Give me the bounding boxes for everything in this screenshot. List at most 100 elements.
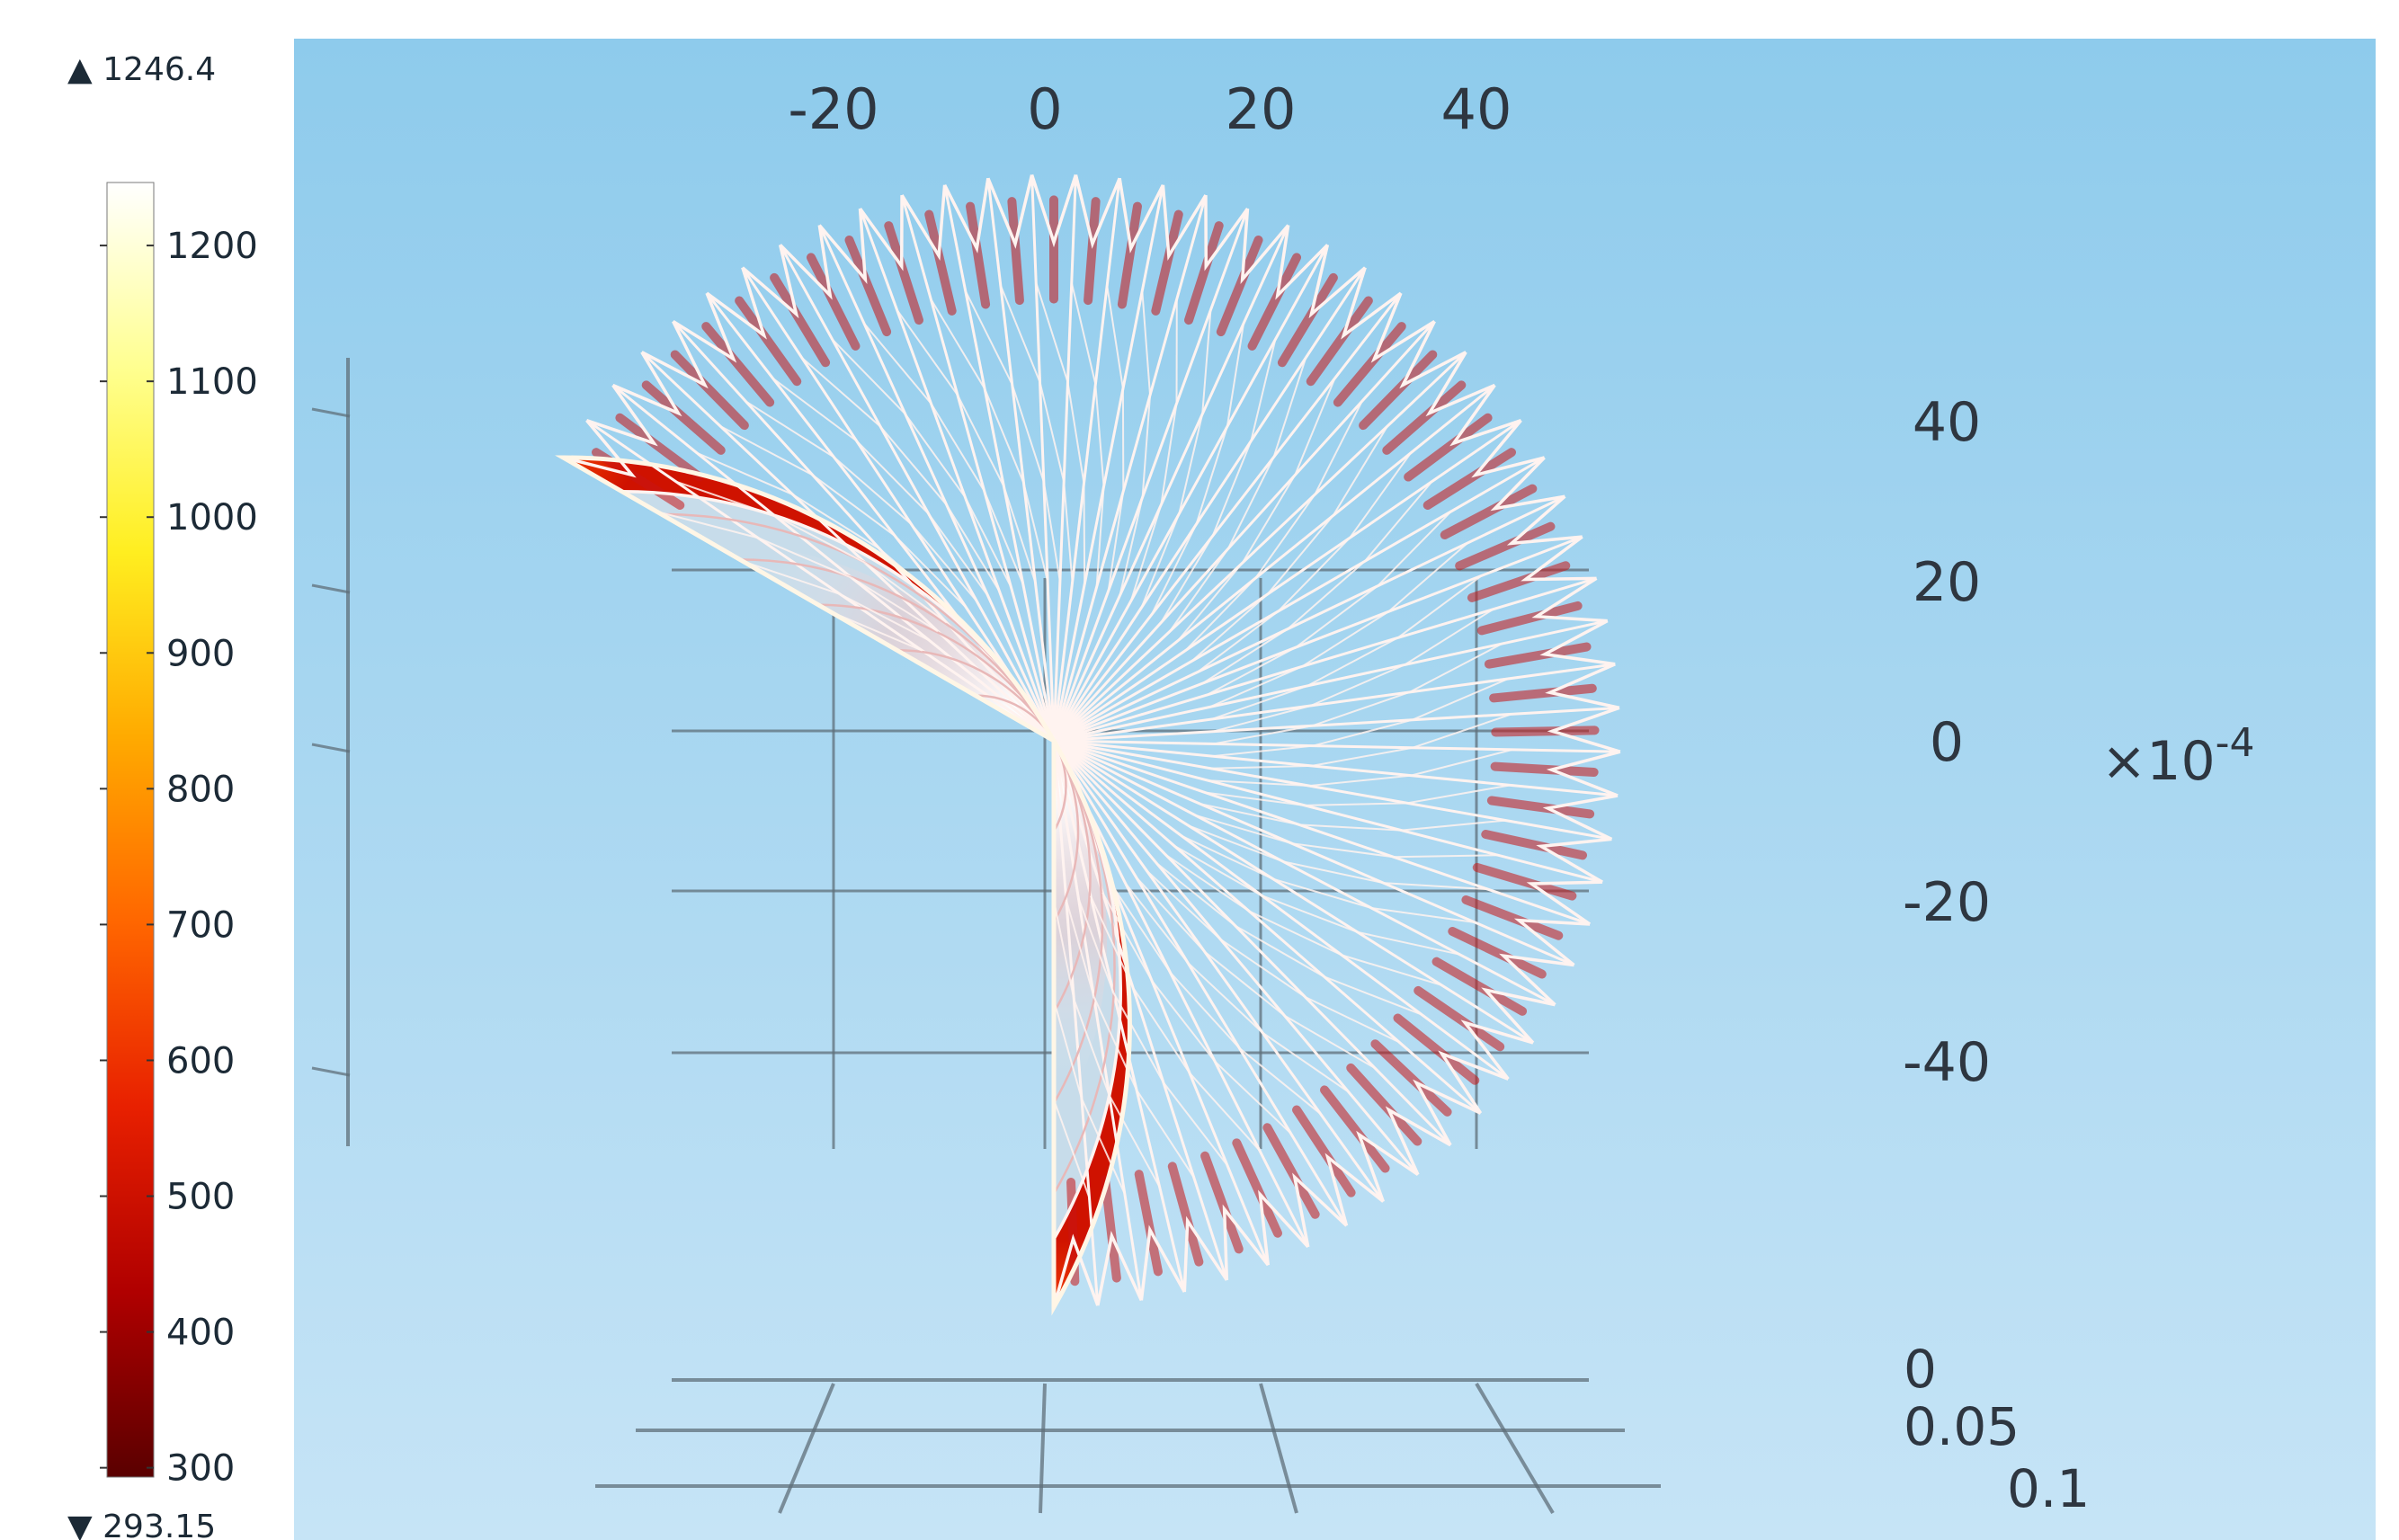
sector-outline bbox=[555, 455, 1132, 1316]
mesh-radial-line bbox=[986, 178, 1056, 742]
mesh-diagonal-line bbox=[1307, 636, 1398, 687]
colorbar-gradient bbox=[106, 182, 155, 1478]
mesh-band-triangle bbox=[1471, 419, 1546, 478]
mesh-element-fill bbox=[1476, 601, 1583, 636]
mesh-radial-line bbox=[1052, 178, 1121, 742]
mesh-diagonal-line bbox=[964, 290, 1013, 385]
mesh-element-fill bbox=[1320, 1085, 1390, 1173]
mesh-diagonal-line bbox=[771, 378, 858, 442]
mesh-diagonal-line bbox=[1261, 895, 1359, 933]
mesh-radial-line bbox=[1053, 739, 1612, 841]
y-tick-label: 0 bbox=[1930, 711, 1964, 774]
mesh-diagonal-line bbox=[656, 511, 759, 539]
mesh-diagonal-line bbox=[1101, 892, 1153, 982]
mesh-element-fill bbox=[1292, 1105, 1356, 1197]
mesh-radial-line bbox=[1053, 576, 1597, 743]
mesh-diagonal-line bbox=[1053, 900, 1075, 1000]
axis-line bbox=[311, 407, 351, 418]
mesh-diagonal-line bbox=[852, 577, 939, 633]
mesh-diagonal-line bbox=[742, 560, 841, 595]
mesh-diagonal-line bbox=[1106, 285, 1124, 389]
mesh-element-fill bbox=[1491, 725, 1600, 737]
mesh-element-fill bbox=[884, 221, 923, 325]
mesh-element-fill bbox=[1084, 197, 1101, 306]
mesh-diagonal-line bbox=[1272, 357, 1307, 458]
mesh-radial-line bbox=[1053, 494, 1566, 743]
mesh-diagonal-line bbox=[1201, 628, 1289, 684]
mesh-element-fill bbox=[1393, 1013, 1480, 1085]
mesh-diagonal-line bbox=[1181, 835, 1274, 880]
mesh-diagonal-line bbox=[1208, 779, 1309, 788]
mesh-diagonal-line bbox=[1188, 824, 1284, 863]
mesh-diagonal-line bbox=[1235, 924, 1325, 978]
mesh-radial-line bbox=[859, 208, 1056, 742]
mesh-diagonal-line bbox=[957, 395, 1005, 487]
mesh-diagonal-line bbox=[1311, 746, 1414, 767]
mesh-band-triangle bbox=[585, 384, 658, 447]
z-tick-labels: 00.050.1 bbox=[1904, 1339, 2090, 1519]
mesh-diagonal-line bbox=[745, 400, 835, 458]
mesh-element-fill bbox=[1346, 1063, 1422, 1146]
y-tick-label: -20 bbox=[1903, 871, 1991, 934]
mesh-diagonal-line bbox=[984, 387, 1025, 485]
mesh-element-fill bbox=[1422, 448, 1516, 510]
mesh-diagonal-line bbox=[964, 496, 1012, 588]
mesh-diagonal-line bbox=[1022, 483, 1049, 582]
mesh-diagonal-line bbox=[1169, 971, 1240, 1049]
z-tick-label: 0.05 bbox=[1904, 1396, 2020, 1457]
mesh-diagonal-line bbox=[1324, 975, 1422, 1016]
mesh-diagonal-line bbox=[1208, 665, 1303, 708]
mesh-diagonal-line bbox=[1308, 774, 1412, 788]
mesh-diagonal-line bbox=[719, 425, 814, 476]
mesh-element-fill bbox=[1484, 642, 1592, 669]
mesh-diagonal-line bbox=[1214, 1060, 1292, 1135]
mesh-diagonal-line bbox=[773, 514, 866, 565]
mesh-diagonal-line bbox=[1073, 999, 1110, 1096]
mesh-band-triangle bbox=[1521, 535, 1597, 582]
mesh-band-triangle bbox=[1370, 292, 1436, 363]
mesh-band-triangle bbox=[640, 320, 709, 389]
y-tick-label: 40 bbox=[1913, 391, 1981, 454]
mesh-element-fill bbox=[1455, 521, 1556, 571]
mesh-diagonal-line bbox=[1132, 986, 1191, 1074]
mesh-radial-line bbox=[1053, 739, 1510, 1081]
mesh-diagonal-line bbox=[1287, 560, 1366, 630]
mesh-diagonal-line bbox=[1411, 748, 1513, 777]
colorbar-tick-label: 700 bbox=[166, 904, 235, 946]
mesh-diagonal-line bbox=[1219, 939, 1307, 998]
mesh-element-fill bbox=[1167, 1162, 1204, 1267]
mesh-diagonal-line bbox=[1164, 853, 1250, 912]
mesh-element-fill bbox=[701, 322, 775, 407]
mesh-radial-line bbox=[1052, 739, 1452, 1146]
mesh-radial-line bbox=[1052, 351, 1467, 743]
mesh-diagonal-line bbox=[1160, 535, 1214, 624]
mesh-diagonal-line bbox=[1284, 1014, 1376, 1070]
mesh-radial-line bbox=[1052, 174, 1077, 742]
mesh-element-fill bbox=[1431, 957, 1528, 1016]
mesh-diagonal-line bbox=[1301, 610, 1389, 668]
mesh-diagonal-line bbox=[1312, 718, 1413, 747]
mesh-diagonal-line bbox=[1212, 705, 1311, 733]
mesh-diagonal-line bbox=[927, 513, 989, 597]
mesh-radial-line bbox=[672, 320, 1056, 743]
mesh-radial-line bbox=[741, 266, 1056, 742]
mesh-band-triangle bbox=[1292, 1172, 1348, 1248]
mesh-diagonal-line bbox=[1184, 577, 1257, 652]
mesh-band-triangle bbox=[1545, 663, 1620, 710]
mesh-diagonal-line bbox=[792, 494, 880, 550]
mesh-band-triangle bbox=[817, 208, 868, 285]
mesh-diagonal-line bbox=[1200, 803, 1299, 826]
mesh-diagonal-line bbox=[1113, 887, 1172, 974]
mesh-diagonal-line bbox=[1357, 930, 1460, 956]
mesh-band-triangle bbox=[1438, 1050, 1509, 1115]
mesh-diagonal-line bbox=[1039, 381, 1066, 483]
mesh-diagonal-line bbox=[1206, 646, 1297, 697]
mesh-diagonal-line bbox=[1169, 547, 1229, 632]
mesh-band-triangle bbox=[1139, 1224, 1186, 1301]
mesh-band-triangle bbox=[1490, 456, 1565, 512]
mesh-diagonal-line bbox=[1108, 1094, 1161, 1188]
mesh-diagonal-line bbox=[1305, 996, 1400, 1044]
mesh-radial-line bbox=[1052, 244, 1329, 742]
mesh-diagonal-line bbox=[1383, 882, 1488, 891]
colorbar-tick-label: 1200 bbox=[166, 226, 258, 267]
